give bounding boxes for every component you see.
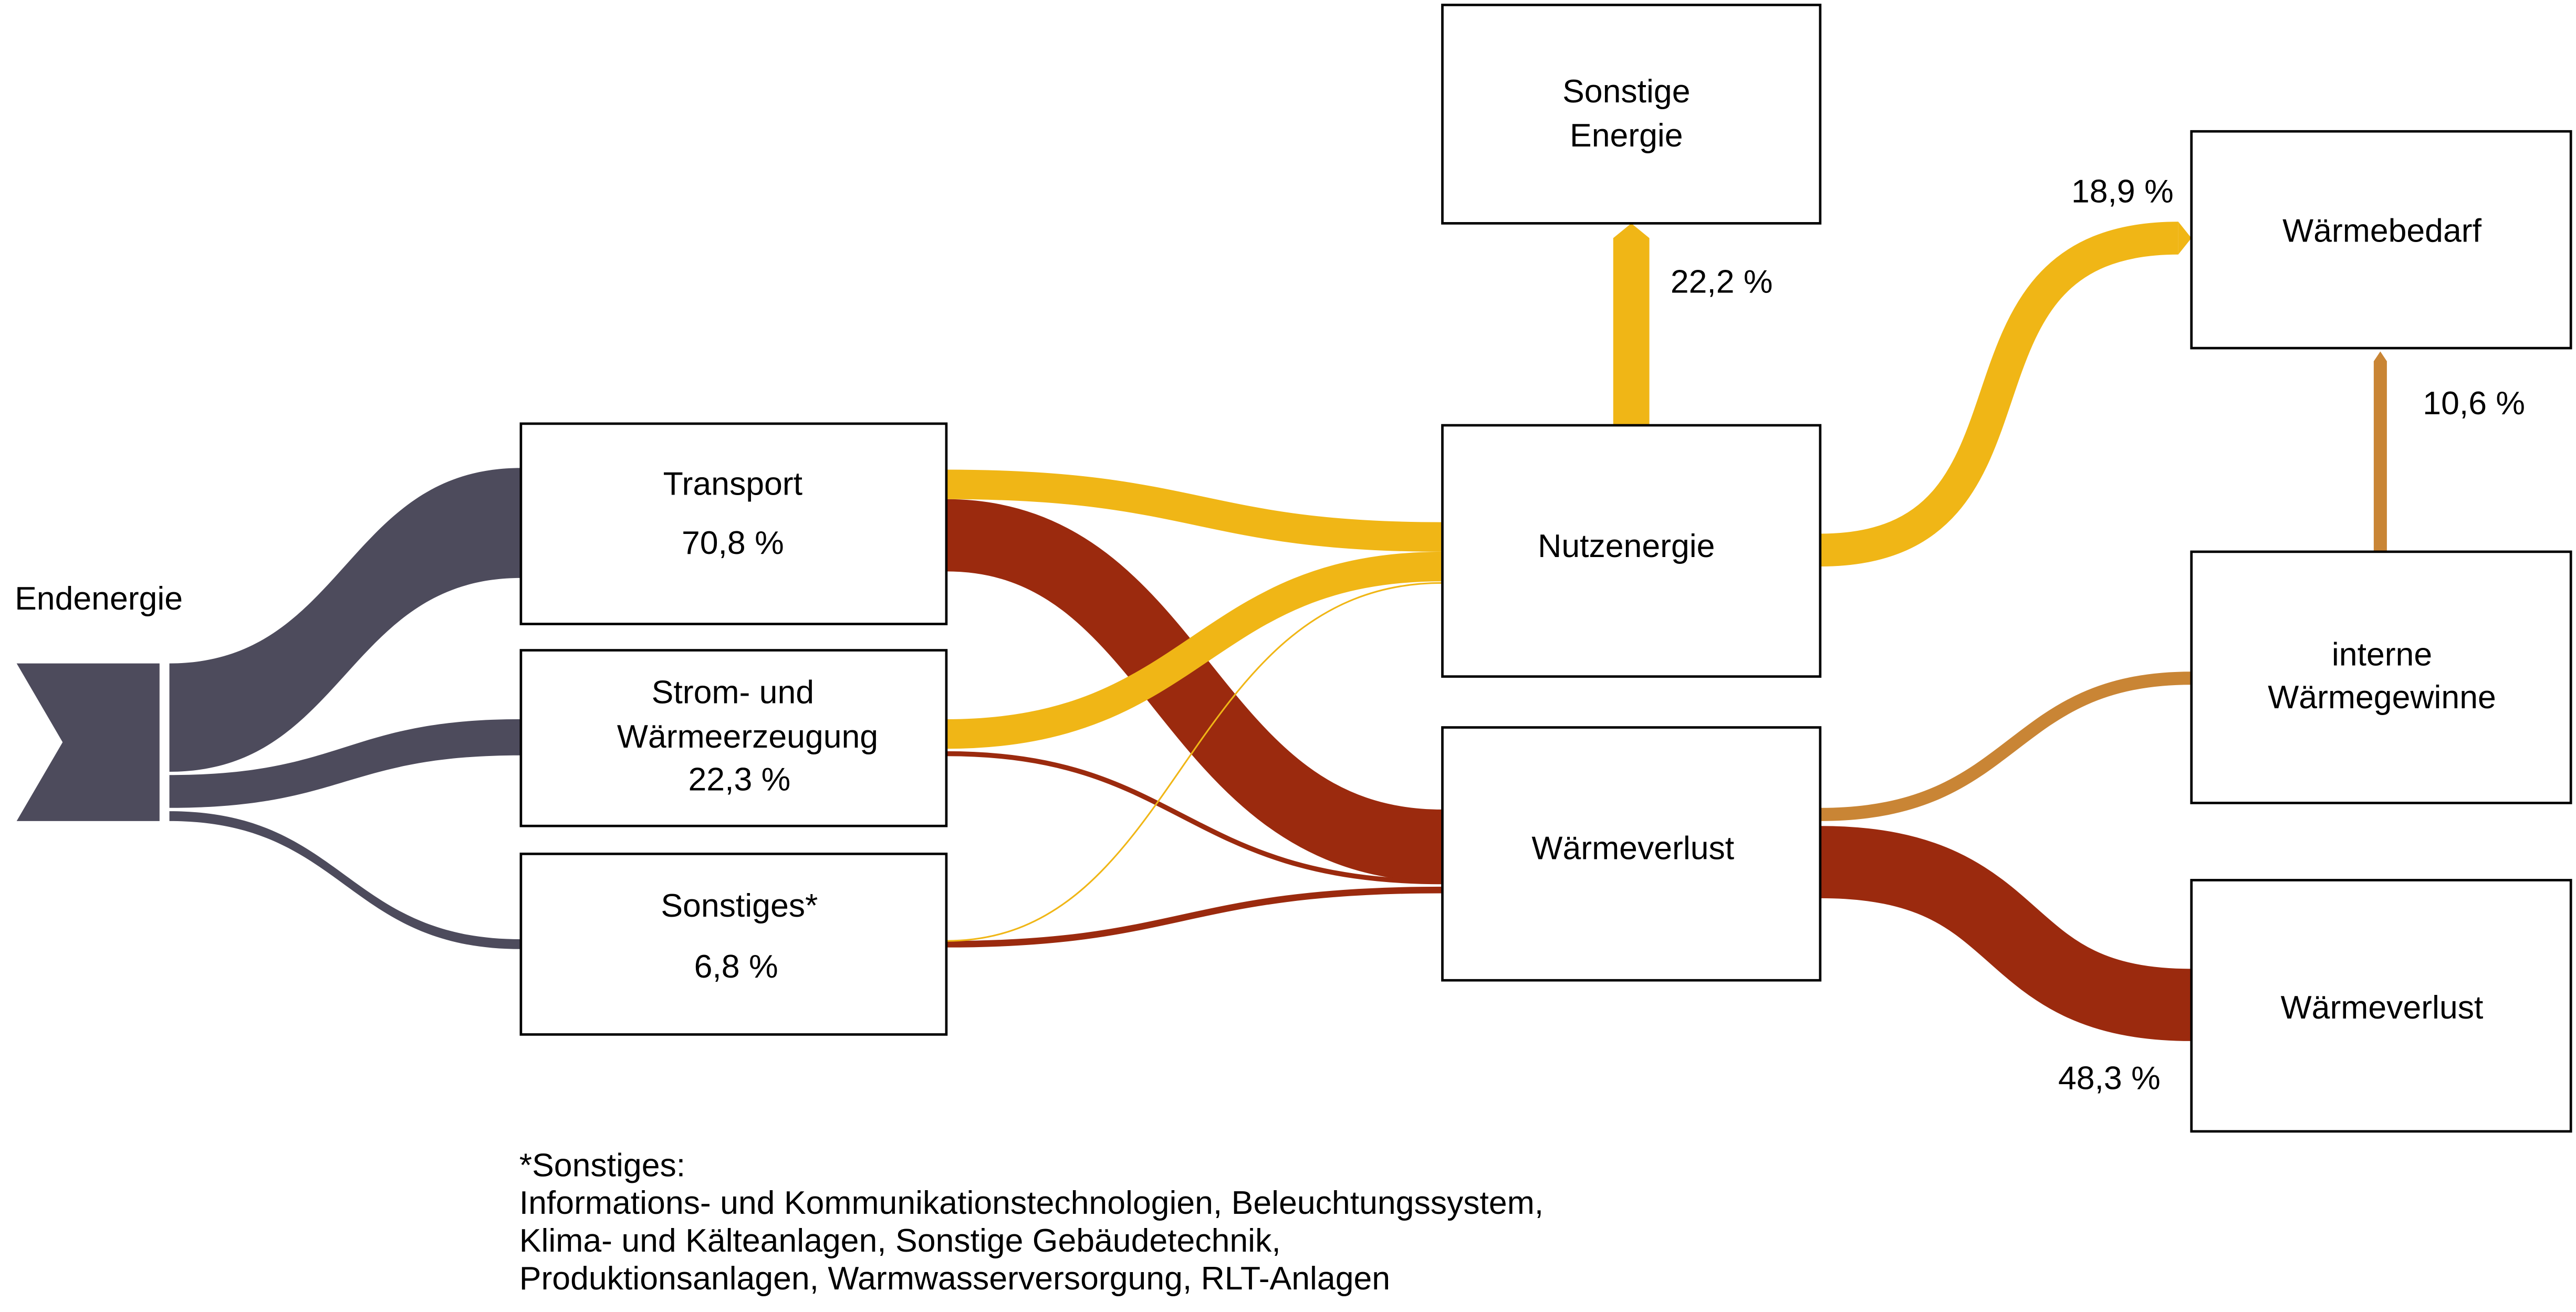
flow	[946, 582, 1443, 942]
node-label: Wärmeverlust	[2281, 989, 2484, 1026]
flow-label: 18,9 %	[2071, 173, 2174, 210]
flow	[2373, 351, 2387, 552]
flow	[945, 499, 1443, 882]
footnote: Informations- und Kommunikationstechnolo…	[519, 1184, 1543, 1221]
flow	[169, 811, 521, 949]
arrow-head	[2178, 222, 2192, 255]
node-box	[1441, 424, 1822, 678]
flow	[1613, 223, 1650, 426]
flow-label: 22,2 %	[1671, 264, 1773, 300]
node-box	[2190, 550, 2572, 804]
flow	[1820, 826, 2192, 1041]
node-box	[519, 422, 948, 625]
node-label: Strom- und	[652, 674, 814, 711]
footnote: *Sonstiges:	[519, 1147, 685, 1183]
flow	[946, 751, 1443, 885]
node-label: Sonstiges*	[661, 887, 818, 924]
flow	[169, 468, 521, 772]
node-label: Nutzenergie	[1538, 528, 1715, 564]
node-value: 22,3 %	[688, 761, 790, 797]
node-label: Wärmeverlust	[1531, 830, 1734, 867]
node-label: Energie	[1570, 117, 1683, 154]
source-label: Endenergie	[15, 580, 183, 617]
flow-label: 48,3 %	[2058, 1060, 2161, 1097]
node-label: Wärmebedarf	[2282, 213, 2482, 249]
footnote: Klima- und Kälteanlagen, Sonstige Gebäud…	[519, 1222, 1281, 1259]
node-box	[1441, 726, 1822, 982]
node-label: Sonstige	[1562, 73, 1690, 110]
node-label: Wärmegewinne	[2268, 679, 2496, 716]
node-box	[1441, 4, 1822, 225]
node-box	[519, 853, 948, 1036]
node-box	[2190, 130, 2572, 350]
flow	[1820, 671, 2192, 821]
node-box	[519, 649, 948, 827]
node-label: Transport	[663, 465, 802, 502]
source-arrow	[16, 663, 160, 821]
node-label: Wärmeerzeugung	[617, 718, 878, 755]
node-value: 6,8 %	[694, 948, 778, 985]
node-value: 70,8 %	[682, 524, 784, 561]
node-box	[2190, 879, 2572, 1133]
flow	[946, 886, 1443, 948]
flow	[946, 551, 1443, 749]
flow-label: 10,6 %	[2423, 385, 2525, 422]
flow	[169, 719, 521, 808]
node-label: interne	[2332, 636, 2432, 673]
flow	[1820, 222, 2178, 567]
flow	[946, 469, 1443, 552]
footnote: Produktionsanlagen, Warmwasserversorgung…	[519, 1260, 1390, 1297]
